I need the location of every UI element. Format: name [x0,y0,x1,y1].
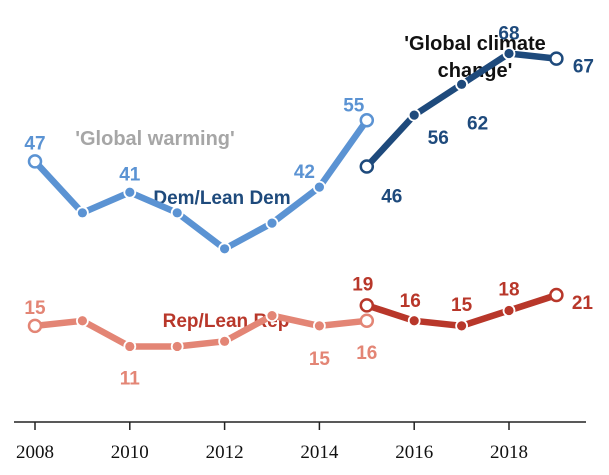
data-label-1-1-0: 19 [352,274,373,295]
data-label-1-0-3: 68 [498,23,519,44]
data-point-1-1-0 [361,299,373,311]
series-lines [35,54,556,347]
global-climate-change-title-line1: 'Global climate [404,33,545,55]
data-point-0-0-6 [314,182,325,193]
data-point-0-1-3 [172,341,183,352]
x-tick-label: 2016 [395,442,433,463]
data-label-1-1-4: 21 [572,293,594,314]
data-point-1-1-1 [409,315,420,326]
data-label-1-0-4: 67 [573,57,594,78]
data-label-1-0-2: 62 [467,113,488,134]
data-label-0-0-6: 42 [294,162,315,183]
data-point-0-0-0 [29,155,41,167]
data-label-1-1-2: 15 [451,295,473,316]
data-label-0-1-0: 15 [24,298,46,319]
data-point-0-1-0 [29,320,41,332]
data-label-1-0-1: 56 [428,128,449,149]
data-point-1-1-4 [550,289,562,301]
data-point-0-1-1 [77,315,88,326]
x-tick-label: 2010 [111,442,149,463]
data-point-0-0-5 [267,218,278,229]
data-point-1-0-4 [550,53,562,65]
x-tick-label: 2014 [300,442,339,463]
x-tick-label: 2018 [490,442,528,463]
data-label-0-0-0: 47 [24,133,45,154]
x-tick-label: 2012 [206,442,244,463]
dem-series-label: Dem/Lean Dem [153,188,290,209]
data-point-1-0-3 [504,48,515,59]
data-label-0-0-2: 41 [119,164,141,185]
data-label-0-0-7: 55 [343,95,365,116]
data-point-1-1-2 [456,320,467,331]
data-label-0-1-6: 15 [309,349,331,370]
data-label-0-1-2: 11 [120,368,141,389]
data-point-0-1-5 [267,310,278,321]
data-point-0-0-4 [219,243,230,254]
data-point-0-1-7 [361,315,373,327]
data-point-0-1-6 [314,320,325,331]
data-label-1-1-3: 18 [498,279,519,300]
global-warming-title: 'Global warming' [75,128,235,150]
x-axis-ticks: 2008 2010 2012 2014 2016 2018 [16,422,528,463]
data-label-1-1-1: 16 [400,291,421,312]
data-point-0-1-2 [124,341,135,352]
data-point-0-1-4 [219,336,230,347]
data-point-1-0-1 [409,110,420,121]
data-label-0-1-7: 16 [356,343,377,364]
data-point-0-0-3 [172,207,183,218]
data-point-1-0-0 [361,161,373,173]
x-tick-label: 2008 [16,442,54,463]
data-point-1-1-3 [504,305,515,316]
data-point-0-0-2 [124,187,135,198]
line-chart: 2008 2010 2012 2014 2016 2018 'Global warming… [0,0,609,475]
data-point-0-0-1 [77,207,88,218]
data-label-1-0-0: 46 [381,187,402,208]
data-point-1-0-2 [456,79,467,90]
